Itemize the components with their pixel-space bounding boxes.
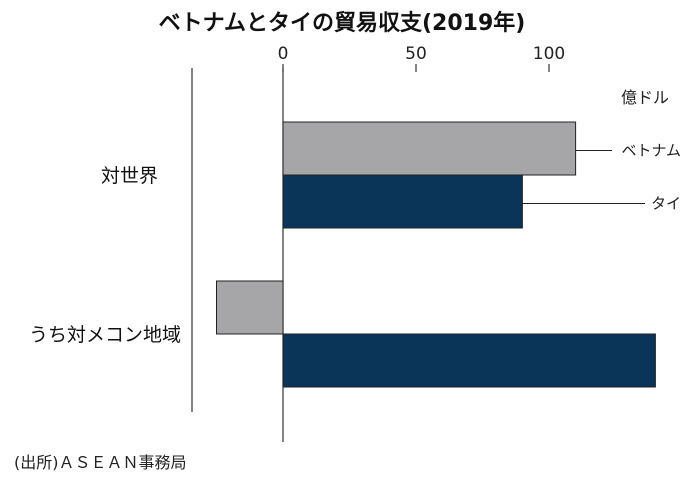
bar-thailand-world: [282, 174, 523, 229]
bars: [216, 121, 656, 388]
category-label: うち対メコン地域: [29, 324, 181, 346]
x-tick-label: 100: [533, 44, 565, 64]
source-note: (出所)ＡＳＥＡＮ事務局: [14, 453, 187, 472]
axes: [191, 68, 284, 442]
bar-vietnam-mekong: [216, 280, 284, 335]
x-tick-label: 50: [405, 44, 427, 64]
x-axis-ticks: 0 50 100: [278, 44, 565, 72]
x-tick-label: 0: [278, 44, 289, 64]
category-label: 対世界: [101, 165, 158, 187]
bar-vietnam-world: [282, 121, 577, 176]
chart-title: ベトナムとタイの貿易収支(2019年): [159, 10, 526, 36]
unit-label: 億ドル: [621, 88, 669, 107]
legend-label: ベトナム: [621, 142, 681, 160]
bar-thailand-mekong: [282, 333, 656, 388]
legend-label: タイ: [651, 195, 681, 213]
